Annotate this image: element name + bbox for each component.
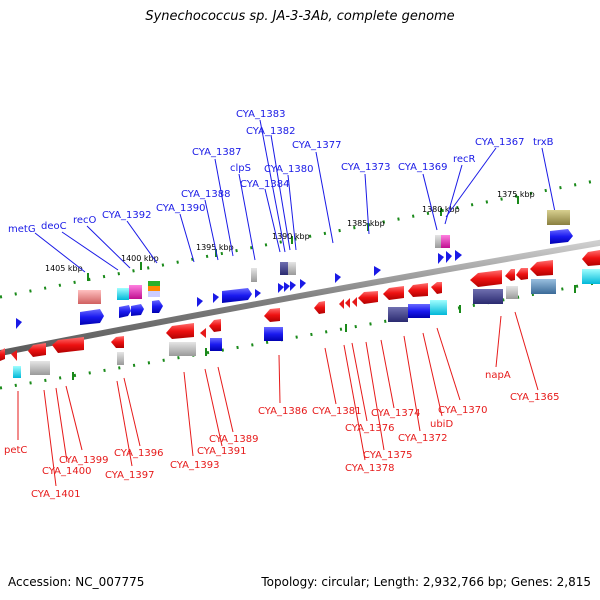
gene-label-upper: recR xyxy=(453,154,476,165)
gene-label-upper: CYA_1383 xyxy=(236,109,285,120)
gene-label-lower: CYA_1376 xyxy=(345,423,394,434)
gene-label-upper: CYA_1367 xyxy=(475,137,524,148)
gene-label-lower: CYA_1391 xyxy=(197,446,246,457)
gene-label-lower: CYA_1375 xyxy=(363,450,412,461)
upper-scale-line xyxy=(0,178,600,299)
gene-label-lower: napA xyxy=(485,370,511,381)
gene-label-upper: trxB xyxy=(533,137,554,148)
gene-label-upper: CYA_1387 xyxy=(192,147,241,158)
gene-label-upper: CYA_1369 xyxy=(398,162,447,173)
gene-label-upper: CYA_1384 xyxy=(240,179,289,190)
upper-gene-features xyxy=(16,210,573,329)
gene-label-upper: CYA_1388 xyxy=(181,189,230,200)
gene-label-lower: CYA_1374 xyxy=(371,408,420,419)
scale-label: 1390 kbp xyxy=(272,232,310,241)
gene-label-upper: CYA_1382 xyxy=(246,126,295,137)
lower-leader-lines xyxy=(17,311,539,487)
gene-label-lower: CYA_1401 xyxy=(31,489,80,500)
gene-label-lower: ubiD xyxy=(430,419,453,430)
gene-label-lower: CYA_1381 xyxy=(312,406,361,417)
gene-label-upper: CYA_1380 xyxy=(264,164,313,175)
scale-label: 1380 kbp xyxy=(422,205,460,214)
gene-label-upper: CYA_1373 xyxy=(341,162,390,173)
gene-label-lower: CYA_1372 xyxy=(398,433,447,444)
upper-leader-lines xyxy=(34,119,556,273)
gene-label-lower: CYA_1386 xyxy=(258,406,307,417)
scale-label: 1405 kbp xyxy=(45,264,83,273)
scale-label: 1385 kbp xyxy=(347,219,385,228)
map-title: Synechococcus sp. JA-3-3Ab, complete gen… xyxy=(145,9,455,24)
accession-label: Accession: NC_007775 xyxy=(8,575,145,589)
gene-label-upper: recO xyxy=(73,215,97,226)
gene-label-upper: CYA_1392 xyxy=(102,210,151,221)
gene-label-lower: CYA_1399 xyxy=(59,455,108,466)
gene-label-lower: CYA_1378 xyxy=(345,463,394,474)
gene-label-lower: CYA_1393 xyxy=(170,460,219,471)
gene-label-upper: metG xyxy=(8,224,36,235)
gene-label-lower: CYA_1400 xyxy=(42,466,91,477)
gene-label-lower: CYA_1370 xyxy=(438,405,487,416)
genome-backbone xyxy=(0,239,600,357)
gene-label-lower: CYA_1365 xyxy=(510,392,559,403)
scale-label: 1400 kbp xyxy=(121,254,159,263)
lower-gene-features xyxy=(0,250,600,378)
gene-label-upper: CYA_1390 xyxy=(156,203,205,214)
gene-label-lower: CYA_1397 xyxy=(105,470,154,481)
gene-label-lower: CYA_1396 xyxy=(114,448,163,459)
gene-label-lower: CYA_1389 xyxy=(209,434,258,445)
gene-label-upper: clpS xyxy=(230,163,251,174)
gene-label-upper: deoC xyxy=(41,221,67,232)
gene-label-lower: petC xyxy=(4,445,27,456)
gene-label-upper: CYA_1377 xyxy=(292,140,341,151)
scale-label: 1375 kbp xyxy=(497,190,535,199)
topology-label: Topology: circular; Length: 2,932,766 bp… xyxy=(261,575,591,589)
